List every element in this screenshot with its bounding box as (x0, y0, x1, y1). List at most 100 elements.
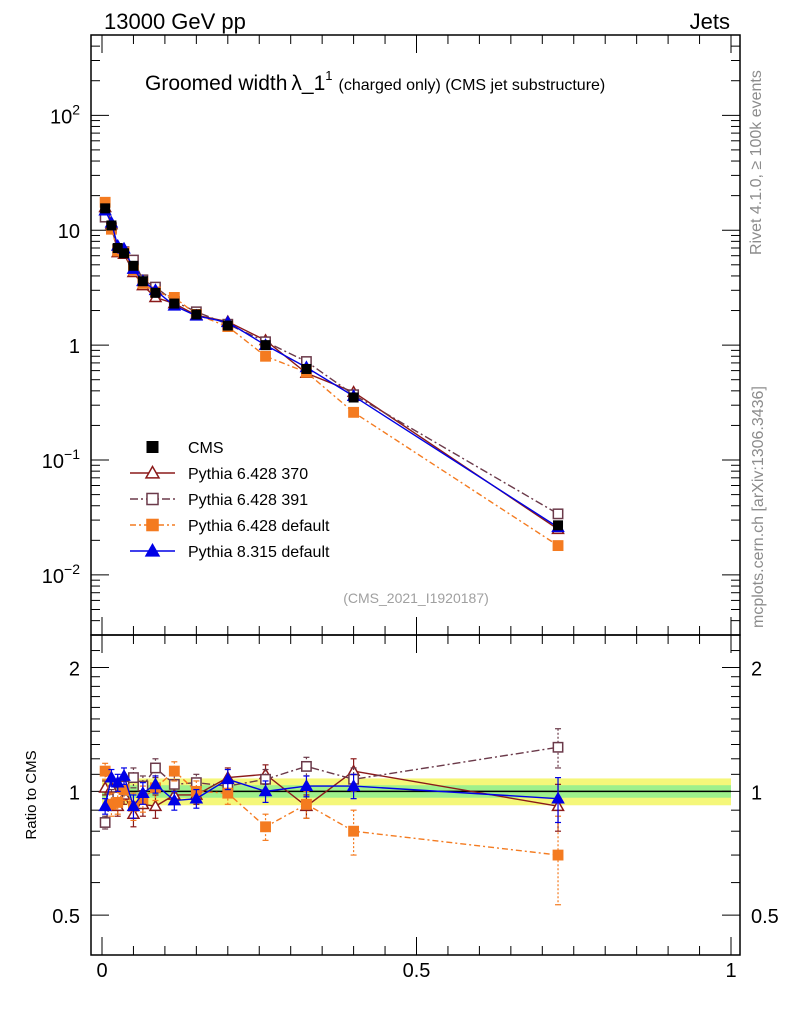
cms-data-point (100, 203, 111, 214)
cms-data-point (106, 220, 117, 231)
ratio-point (258, 784, 273, 797)
legend-item: Pythia 6.428 391 (130, 492, 308, 509)
ratio-point (346, 779, 361, 791)
legend-marker-cms (146, 441, 159, 453)
rivet-label: Rivet 4.1.0, ≥ 100k events (748, 70, 765, 255)
ratio-point (98, 799, 112, 812)
ratio-y-tick-label-right: 2 (751, 659, 762, 681)
ratio-point (301, 798, 312, 810)
ratio-point (301, 760, 312, 772)
cms-data-point (222, 320, 233, 331)
y-tick-label-exp: −1 (64, 446, 80, 462)
y-tick-label: 10−2 (42, 561, 80, 588)
ratio-point (168, 765, 180, 777)
ratio-point (112, 796, 124, 808)
legend-item: Pythia 8.315 default (130, 542, 330, 561)
ratio-point (167, 793, 182, 806)
ratio-point (99, 817, 111, 828)
analysis-watermark: (CMS_2021_I1920187) (343, 590, 489, 606)
ratio-point (348, 825, 360, 837)
y-tick-label: 102 (50, 101, 80, 128)
ratio-point (552, 849, 564, 861)
ratio-point (99, 765, 111, 777)
header-right: Jets (690, 9, 730, 34)
ratio-y-tick-label-left: 1 (69, 782, 80, 804)
main-plot-series (98, 196, 565, 552)
series-point (348, 406, 360, 418)
cms-data-point (150, 287, 161, 298)
axis-ticks (91, 34, 740, 956)
series-point (260, 350, 271, 362)
y-tick-label-exp: 2 (72, 101, 80, 117)
y-tick-label-base: 10 (50, 106, 72, 128)
data-uncertainty-band (102, 778, 731, 806)
ratio-point (150, 762, 161, 774)
ratio-y-tick-label-left: 2 (69, 659, 80, 681)
series-point (552, 508, 564, 520)
series-line (104, 216, 559, 515)
legend-marker (144, 464, 161, 479)
ratio-point (126, 799, 141, 812)
legend-label-cms: CMS (188, 440, 224, 457)
y-tick-label-base: 1 (69, 336, 80, 358)
mcplots-label: mcplots.cern.ch [arXiv:1306.3436] (750, 386, 767, 628)
series-line (104, 210, 559, 528)
x-tick-label: 0 (96, 960, 107, 982)
ratio-point (299, 779, 314, 791)
series-line (104, 202, 559, 547)
cms-data-point (169, 298, 180, 309)
ratio-y-tick-label-right: 1 (751, 782, 762, 804)
cms-data-point (119, 248, 130, 259)
chart-title-symbol: λ_1 (291, 72, 325, 95)
cms-data-point (128, 260, 139, 271)
x-tick-label: 1 (725, 960, 736, 982)
y-tick-label-exp: −2 (64, 561, 80, 577)
y-tick-label: 10 (58, 221, 80, 243)
ratio-point (110, 775, 125, 788)
chart-title: Groomed width λ_11 (charged only) (CMS jet… (145, 68, 605, 95)
ratio-point (260, 821, 271, 833)
ratio-point (136, 786, 150, 799)
legend-label: Pythia 8.315 default (188, 544, 330, 561)
ratio-point (551, 791, 565, 804)
chart-title-sup: 1 (325, 68, 332, 83)
ratio-plot-series (98, 728, 565, 906)
legend-label: Pythia 6.428 370 (188, 466, 308, 483)
y-tick-label-base: 10 (42, 566, 64, 588)
ratio-point (221, 772, 235, 785)
cms-data-point (348, 392, 359, 403)
series-line (104, 207, 559, 530)
cms-data-point (260, 340, 271, 351)
ratio-point (117, 768, 131, 781)
ratio-point (189, 791, 204, 804)
cms-data-point (301, 363, 312, 374)
ratio-plot-frame (90, 634, 741, 956)
y-tick-label: 1 (69, 336, 80, 358)
cms-data-point (137, 276, 148, 287)
ratio-point (552, 741, 564, 753)
y-tick-label-base: 10 (58, 221, 80, 243)
legend-label: Pythia 6.428 default (188, 518, 330, 535)
legend-item: Pythia 6.428 370 (130, 464, 308, 483)
y-tick-label: 10−1 (42, 446, 80, 473)
ratio-ylabel: Ratio to CMS (23, 750, 40, 839)
ratio-point (128, 772, 139, 784)
ratio-point (148, 777, 163, 790)
cms-data-point (553, 520, 564, 531)
ratio-y-tick-label-left: 0.5 (52, 906, 80, 928)
series-point (552, 540, 564, 552)
chart-title-sub: (charged only) (CMS jet substructure) (339, 77, 606, 94)
chart-title-main: Groomed width (145, 72, 287, 95)
x-tick-label: 0.5 (403, 960, 431, 982)
ratio-y-tick-label-right: 0.5 (751, 906, 779, 928)
legend-marker (146, 492, 159, 506)
legend-item: Pythia 6.428 default (130, 518, 330, 535)
ratio-point (148, 799, 163, 812)
cms-data-point (191, 309, 202, 320)
ratio-point (104, 770, 119, 783)
legend: CMS Pythia 6.428 370 Pythia 6.428 391 Pythi… (130, 440, 330, 561)
header-left: 13000 GeV pp (104, 9, 246, 34)
legend-label: Pythia 6.428 391 (188, 492, 308, 509)
